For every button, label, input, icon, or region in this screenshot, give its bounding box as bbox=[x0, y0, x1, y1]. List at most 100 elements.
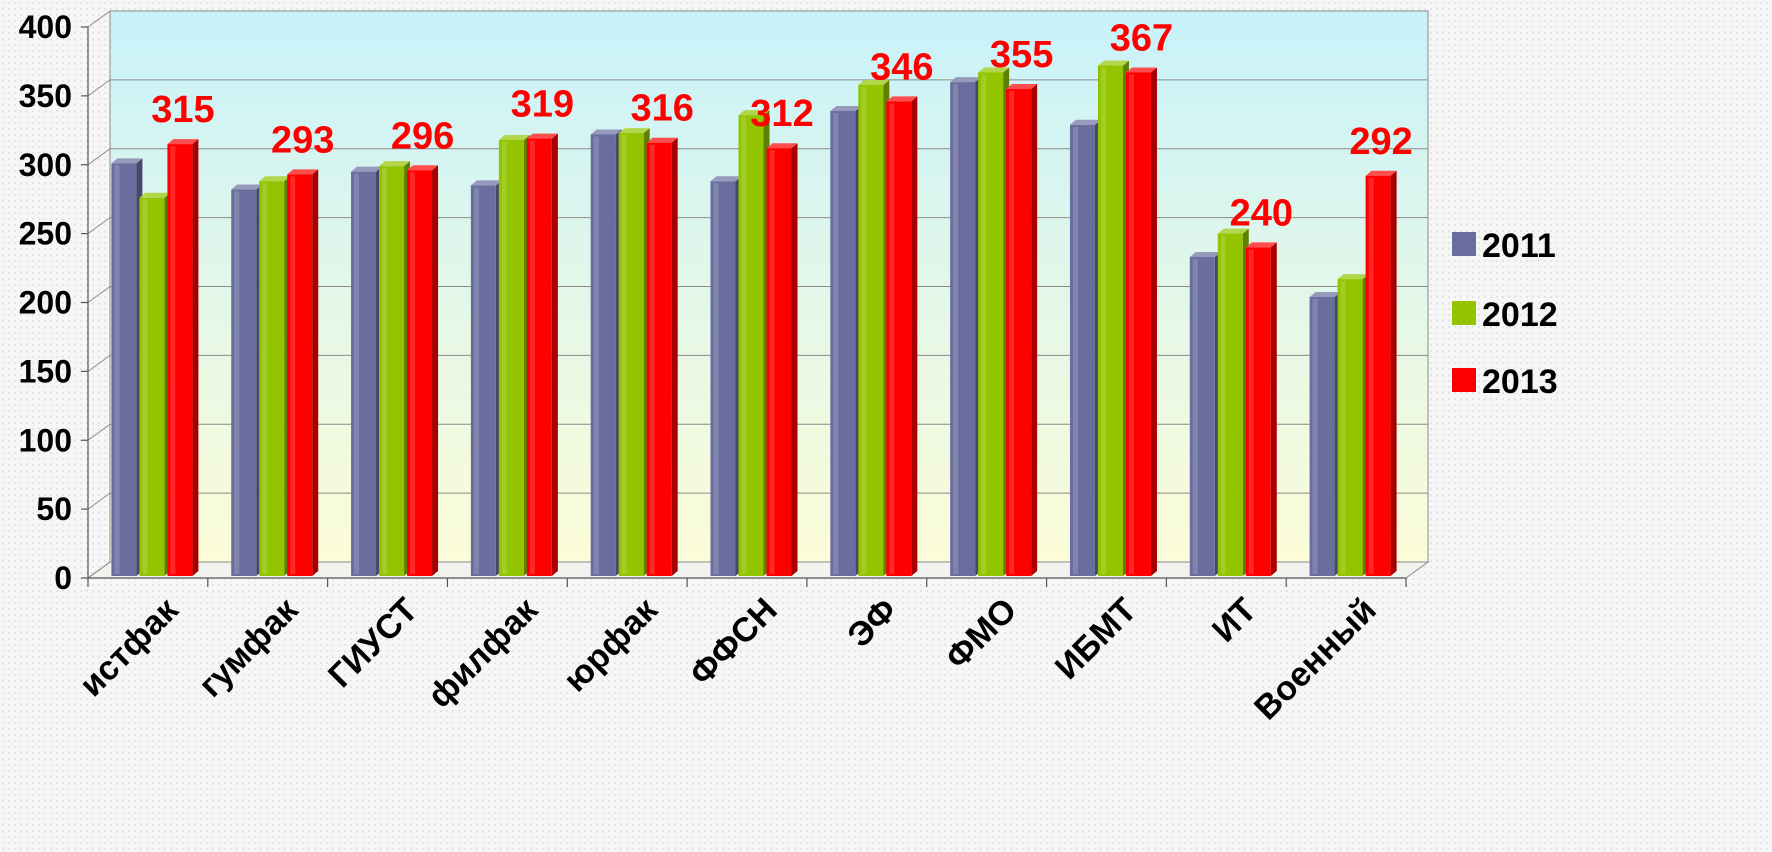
bar-top bbox=[590, 129, 622, 135]
bar-2012-ИБМТ bbox=[1097, 60, 1129, 576]
legend-label-2011: 2011 bbox=[1482, 227, 1556, 265]
bar-top bbox=[950, 77, 982, 83]
bar-2012-филфак bbox=[498, 134, 530, 576]
bar-highlight bbox=[382, 168, 388, 574]
data-label: 319 bbox=[511, 84, 574, 126]
bar-highlight bbox=[1248, 249, 1254, 574]
bar-highlight bbox=[170, 146, 176, 574]
bar-highlight bbox=[262, 183, 268, 574]
bar-2012-ФМО bbox=[978, 67, 1010, 577]
bar-highlight bbox=[1312, 298, 1318, 574]
x-category-label: ФМО bbox=[938, 591, 1024, 677]
data-labels: 315 293 296 319 316 312 346 355 367 240 292 bbox=[151, 17, 1413, 234]
x-category-label: гумфак bbox=[192, 590, 307, 705]
data-label: 296 bbox=[391, 115, 454, 157]
gridline-side bbox=[87, 561, 111, 579]
bar-top bbox=[646, 137, 678, 143]
y-tick-label: 300 bbox=[19, 147, 72, 183]
bar-side bbox=[1031, 83, 1038, 577]
data-label: 292 bbox=[1349, 121, 1412, 163]
bar-highlight bbox=[593, 136, 599, 574]
data-label: 355 bbox=[990, 34, 1053, 76]
y-tick-label: 50 bbox=[36, 491, 72, 527]
bar-2012-ИТ bbox=[1217, 228, 1249, 576]
bar-top bbox=[167, 139, 199, 145]
legend: 2011 2012 2013 bbox=[1452, 227, 1558, 401]
x-category-label: истфак bbox=[72, 590, 186, 704]
bar-top bbox=[1337, 274, 1369, 280]
bar-side bbox=[1270, 242, 1277, 576]
data-label: 367 bbox=[1110, 17, 1173, 59]
bar-highlight bbox=[290, 176, 296, 574]
bar-highlight bbox=[1340, 281, 1346, 574]
bar-top bbox=[710, 176, 742, 182]
bar-2011-филфак bbox=[470, 180, 502, 576]
gridline-side bbox=[87, 217, 111, 235]
bar-top bbox=[1069, 119, 1101, 125]
data-label: 316 bbox=[630, 88, 693, 130]
bar-highlight bbox=[114, 165, 120, 574]
legend-label-2013: 2013 bbox=[1482, 363, 1558, 401]
bar-highlight bbox=[889, 103, 895, 574]
bar-2012-Военный bbox=[1337, 274, 1369, 576]
bar-highlight bbox=[142, 199, 148, 574]
bar-top bbox=[379, 161, 411, 167]
bar-2011-ИБМТ bbox=[1069, 119, 1101, 577]
bar-top bbox=[287, 169, 319, 175]
bar-2011-истфак bbox=[111, 158, 143, 576]
bar-2011-ИТ bbox=[1189, 252, 1221, 577]
bar-highlight bbox=[1192, 259, 1198, 574]
bar-top bbox=[830, 106, 862, 112]
gridline-side bbox=[87, 148, 111, 166]
data-label: 346 bbox=[870, 46, 933, 88]
y-tick-label: 150 bbox=[19, 353, 72, 389]
bar-top bbox=[470, 180, 502, 186]
bar-2013-ЭФ bbox=[886, 96, 918, 576]
bar-highlight bbox=[501, 141, 507, 574]
bar-top bbox=[1365, 170, 1397, 176]
bar-highlight bbox=[953, 84, 959, 574]
legend-swatch-2013 bbox=[1452, 368, 1476, 392]
bar-side bbox=[551, 133, 558, 576]
bar-highlight bbox=[354, 173, 360, 574]
bar-highlight bbox=[1128, 74, 1134, 575]
bar-highlight bbox=[1100, 67, 1106, 574]
bar-2013-ФФСН bbox=[766, 143, 798, 576]
data-label: 293 bbox=[271, 119, 334, 161]
y-tick-label: 400 bbox=[19, 9, 72, 45]
y-tick-label: 0 bbox=[54, 560, 72, 596]
bar-highlight bbox=[833, 113, 839, 574]
bar-highlight bbox=[621, 135, 627, 574]
gridline-side bbox=[87, 79, 111, 97]
legend-swatch-2012 bbox=[1452, 301, 1476, 325]
y-tick-label: 200 bbox=[19, 285, 72, 321]
bar-highlight bbox=[410, 172, 416, 574]
bar-side bbox=[312, 169, 319, 576]
bar-2013-ГИУСТ bbox=[407, 165, 439, 576]
x-category-label: юрфак bbox=[556, 590, 665, 699]
bar-top bbox=[766, 143, 798, 149]
bar-side bbox=[791, 143, 798, 576]
bar-top bbox=[1006, 83, 1038, 89]
x-category-label: филфак bbox=[421, 590, 546, 715]
gridline-side bbox=[87, 354, 111, 372]
gridline-side bbox=[87, 286, 111, 303]
x-category-label: Военный bbox=[1247, 591, 1384, 728]
bar-top bbox=[526, 133, 558, 139]
gridline-side bbox=[87, 10, 111, 28]
bar-highlight bbox=[234, 191, 240, 575]
bar-2011-юрфак bbox=[590, 129, 622, 576]
x-category-label: ИТ bbox=[1205, 591, 1264, 650]
bar-highlight bbox=[529, 140, 535, 574]
bar-2012-истфак bbox=[139, 192, 171, 576]
y-tick-label: 250 bbox=[19, 216, 72, 252]
bar-top bbox=[139, 192, 171, 198]
bar-2013-филфак bbox=[526, 133, 558, 576]
bar-top bbox=[1217, 228, 1249, 234]
data-label: 315 bbox=[151, 89, 214, 131]
bar-2011-Военный bbox=[1309, 291, 1341, 576]
bar-highlight bbox=[1072, 126, 1078, 575]
gridline-side bbox=[87, 423, 111, 441]
bar-2013-Военный bbox=[1365, 170, 1397, 576]
